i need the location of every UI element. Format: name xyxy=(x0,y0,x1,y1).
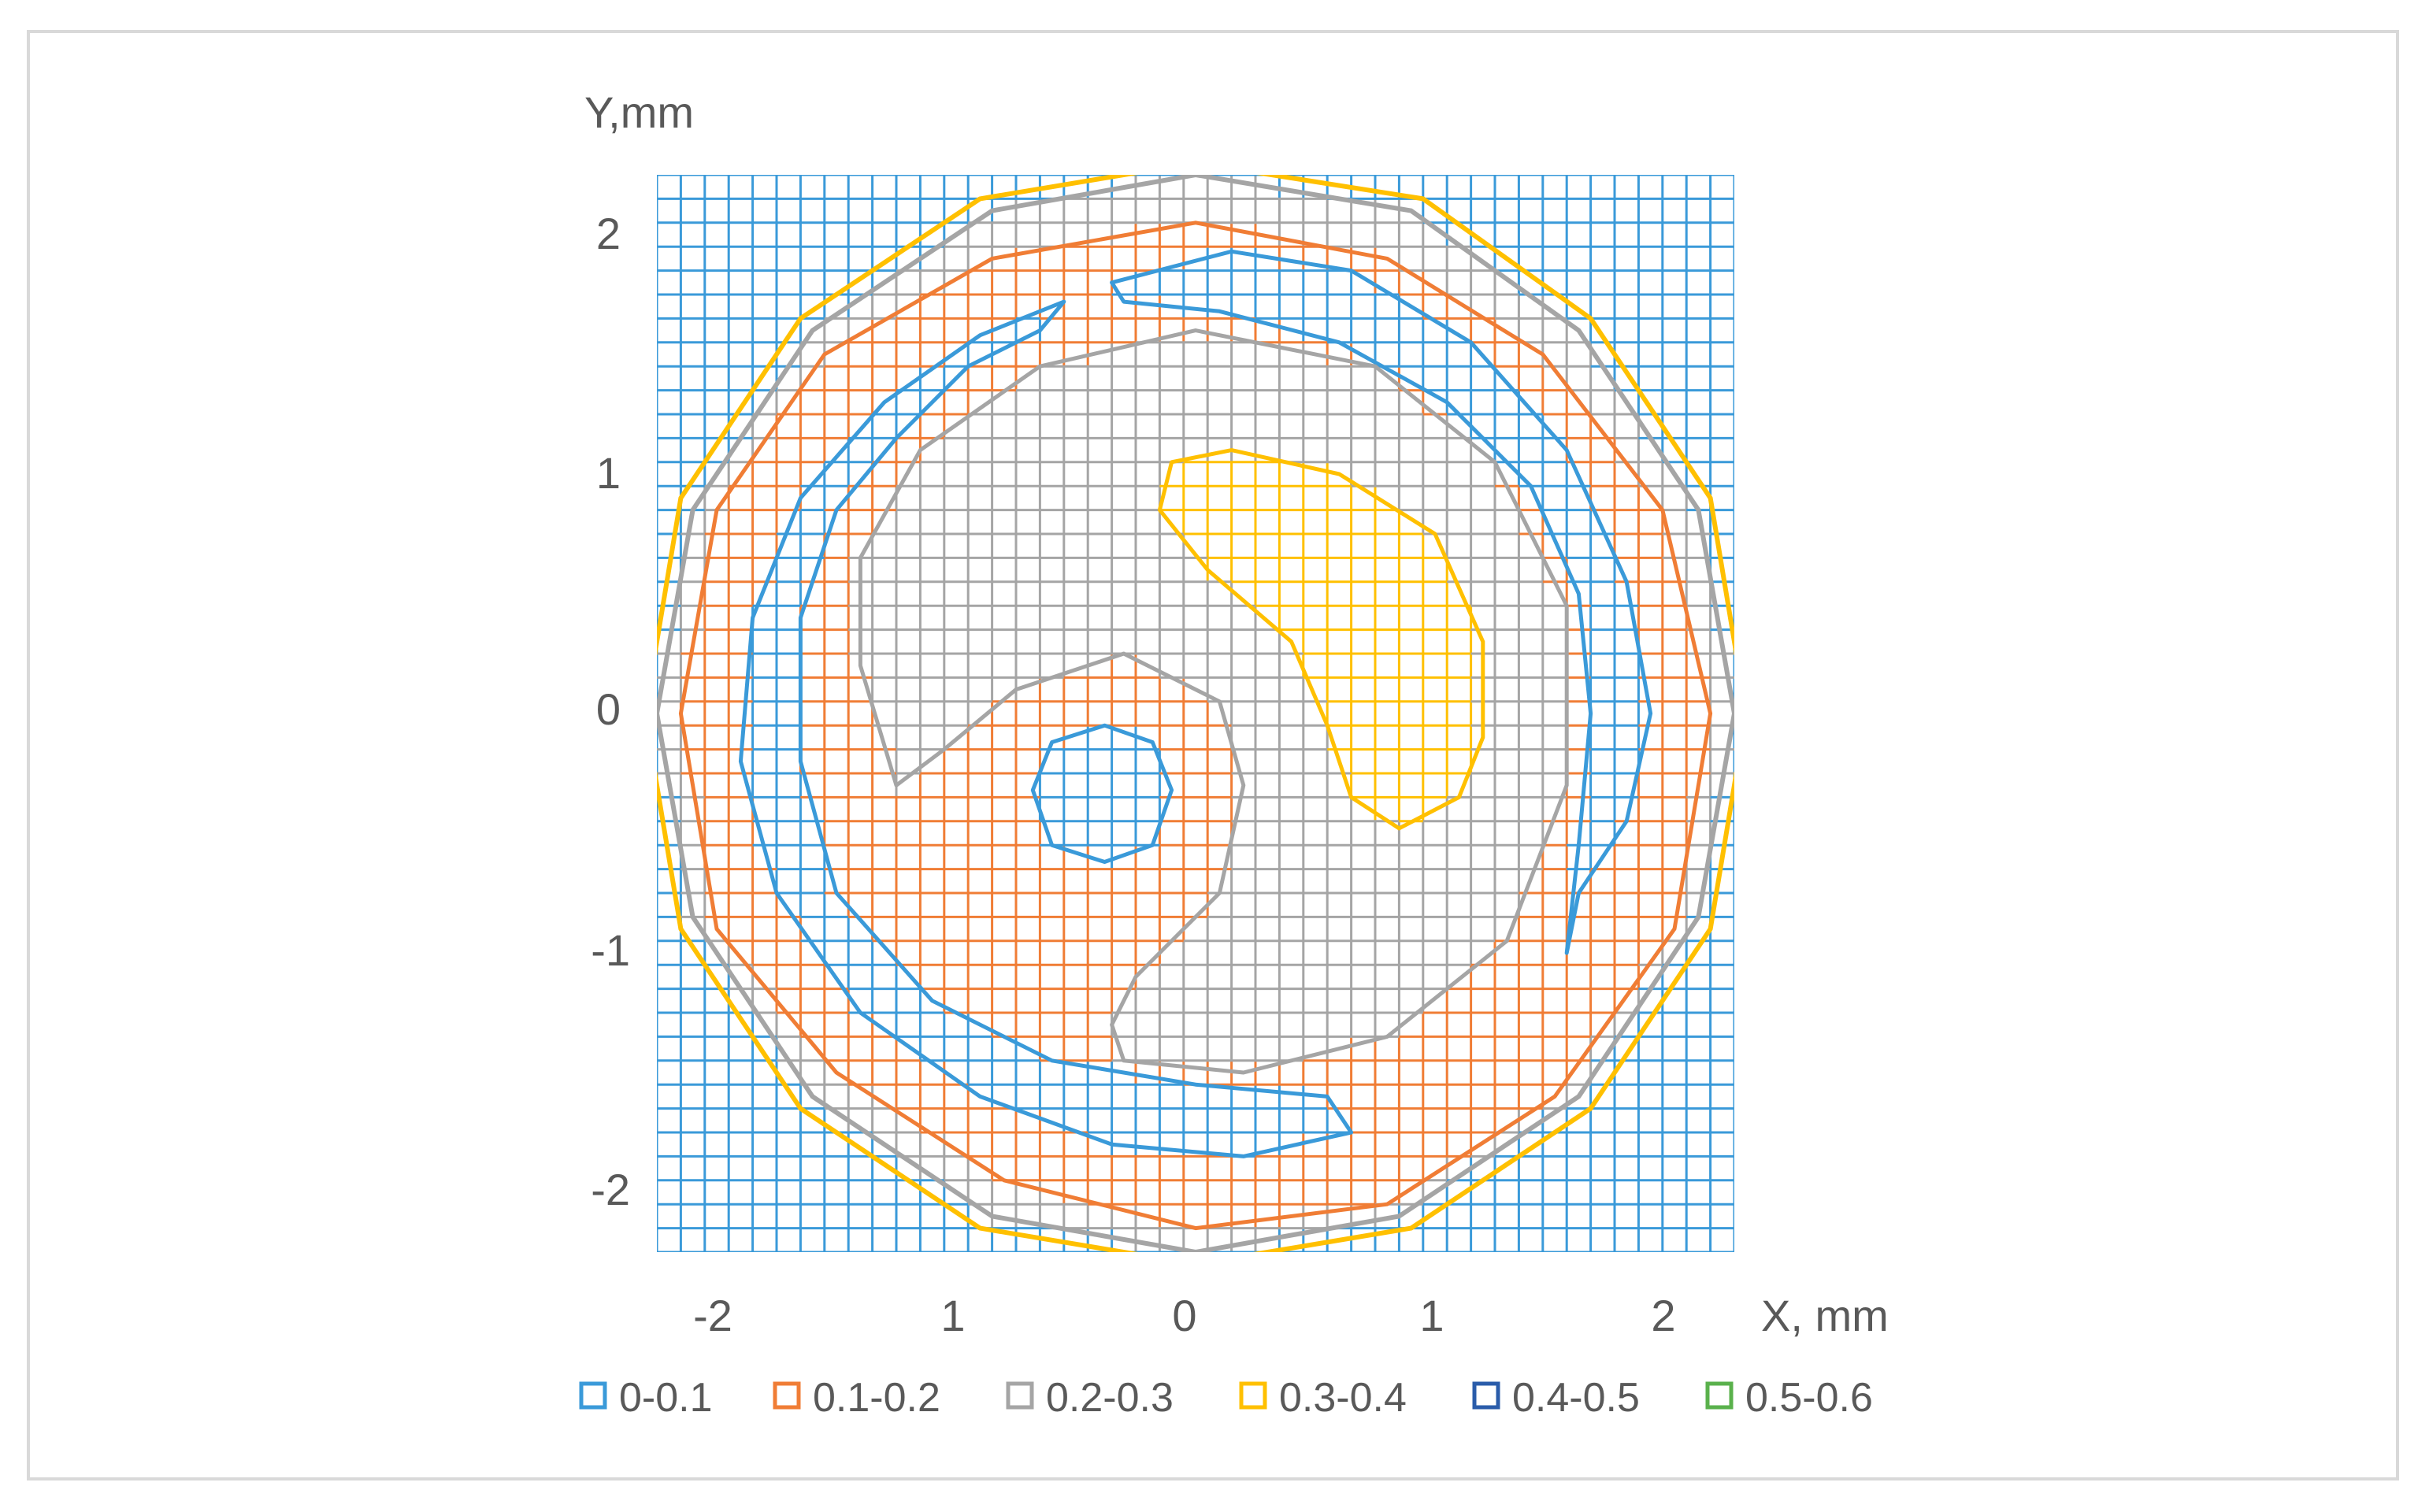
contour-outline xyxy=(678,220,1713,1231)
contour-ring xyxy=(657,175,1734,1252)
legend-item: 0.4-0.5 xyxy=(1472,1375,1640,1421)
y-tick-labels: 2 1 0 -1 -2 xyxy=(591,209,630,1214)
contour-outline xyxy=(738,299,1354,1158)
legend: 0-0.1 0.1-0.2 0.2-0.3 0.3-0.4 0.4-0.5 0.… xyxy=(579,1375,1873,1421)
x-tick-label: -2 xyxy=(693,1291,732,1340)
legend-label: 0.5-0.6 xyxy=(1745,1375,1873,1421)
legend-swatch xyxy=(579,1381,607,1410)
x-tick-label: 1 xyxy=(1419,1291,1444,1340)
legend-swatch xyxy=(1006,1381,1034,1410)
legend-label: 0-0.1 xyxy=(619,1375,713,1421)
contour-rings xyxy=(657,175,1734,1252)
contour-outline xyxy=(1110,249,1653,955)
y-axis-title: Y,mm xyxy=(584,87,694,137)
x-tick-label: 2 xyxy=(1651,1291,1675,1340)
legend-item: 0.1-0.2 xyxy=(773,1375,940,1421)
y-tick-label: -1 xyxy=(591,925,630,975)
x-tick-label: 1 xyxy=(940,1291,965,1340)
x-tick-labels: -2 1 0 1 2 xyxy=(693,1291,1675,1340)
legend-label: 0.4-0.5 xyxy=(1512,1375,1640,1421)
legend-item: 0.3-0.4 xyxy=(1239,1375,1407,1421)
y-tick-label: 2 xyxy=(596,209,621,258)
contour-outline xyxy=(1030,723,1174,864)
x-axis-title: X, mm xyxy=(1761,1291,1889,1340)
contour-region-fill xyxy=(1111,251,1651,953)
legend-swatch xyxy=(1705,1381,1734,1410)
legend-item: 0.2-0.3 xyxy=(1006,1375,1174,1421)
legend-swatch xyxy=(773,1381,801,1410)
legend-label: 0.1-0.2 xyxy=(813,1375,940,1421)
y-tick-label: 0 xyxy=(596,684,621,734)
legend-item: 0-0.1 xyxy=(579,1375,713,1421)
y-tick-label: -2 xyxy=(591,1165,630,1214)
contour-region-fill xyxy=(1159,450,1483,828)
legend-swatch xyxy=(1239,1381,1267,1410)
contour-regions xyxy=(657,175,1734,1252)
contour-outline xyxy=(1157,448,1485,831)
contour-ring xyxy=(657,175,1734,1252)
y-tick-label: 1 xyxy=(596,448,621,498)
contour-region-fill xyxy=(1033,725,1172,862)
x-tick-label: 0 xyxy=(1172,1291,1196,1340)
contour-outlines xyxy=(678,220,1713,1231)
legend-label: 0.3-0.4 xyxy=(1279,1375,1407,1421)
legend-item: 0.5-0.6 xyxy=(1705,1375,1873,1421)
legend-swatch xyxy=(1472,1381,1500,1410)
contour-outline xyxy=(858,328,1569,1075)
legend-label: 0.2-0.3 xyxy=(1046,1375,1174,1421)
